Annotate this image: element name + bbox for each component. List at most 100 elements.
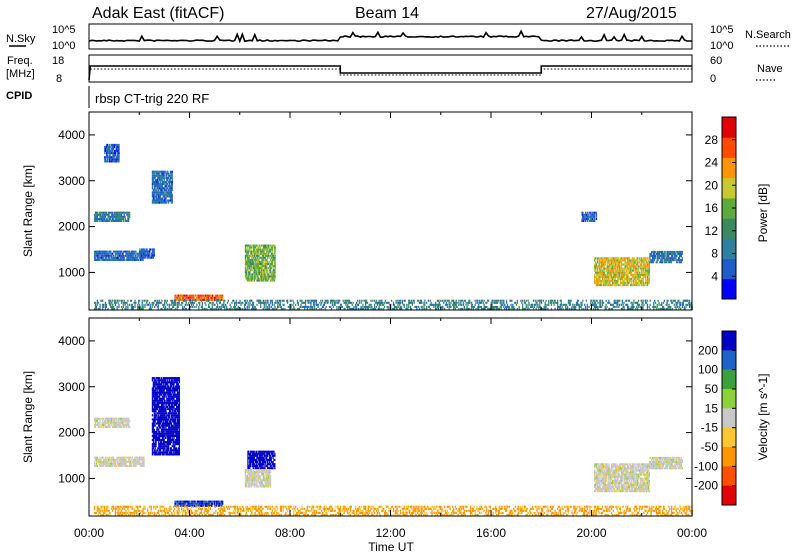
velocity-cell (344, 505, 346, 508)
power-cell (621, 267, 624, 270)
power-cell (676, 261, 678, 264)
power-cell (235, 307, 238, 310)
power-cell (159, 193, 161, 196)
power-cell (662, 255, 664, 258)
velocity-cell (237, 513, 239, 516)
velocity-cell (356, 513, 358, 516)
power-cell (649, 307, 651, 310)
power-cell (487, 299, 490, 302)
velocity-cell (245, 509, 247, 512)
power-cell (159, 176, 161, 179)
power-cell (665, 307, 667, 310)
power-cell (366, 305, 369, 308)
power-cell (678, 307, 680, 310)
power-cell (612, 257, 614, 260)
power-cell (557, 305, 560, 308)
power-cell (630, 301, 632, 304)
power-cell (106, 258, 108, 261)
power-cell (393, 307, 395, 310)
velocity-cell (370, 507, 372, 510)
power-cell (594, 265, 596, 268)
power-cell (475, 301, 477, 304)
power-cell (603, 261, 606, 264)
velocity-cell (386, 511, 388, 514)
power-cell (410, 301, 413, 304)
power-cell (143, 250, 145, 253)
power-cell (614, 269, 616, 272)
power-cell (245, 271, 247, 274)
power-cell (597, 257, 599, 260)
power-cell (642, 261, 644, 264)
power-cell (378, 307, 380, 310)
velocity-cell (153, 513, 155, 516)
velocity-cell (187, 502, 190, 505)
power-cell (446, 305, 448, 308)
power-cell (156, 305, 159, 308)
power-cell (411, 303, 413, 306)
power-cell (126, 258, 128, 261)
power-cell (259, 279, 261, 282)
power-cell (220, 307, 222, 310)
velocity-data (94, 377, 693, 516)
velocity-cell (176, 511, 178, 514)
power-cell (630, 282, 633, 285)
velocity-cell (232, 511, 234, 514)
power-cell (104, 152, 106, 155)
power-cell (663, 252, 665, 255)
power-cell (160, 185, 163, 188)
power-cell (664, 255, 666, 258)
power-cell (107, 152, 109, 155)
power-cell (668, 259, 670, 262)
power-cell (642, 280, 644, 283)
power-cell (235, 303, 238, 306)
power-cell (602, 273, 604, 276)
velocity-cell (219, 502, 221, 505)
power-cell (155, 183, 157, 186)
velocity-cell (98, 511, 100, 514)
power-cell (115, 215, 117, 218)
power-cell (613, 299, 615, 302)
power-cell (601, 273, 603, 276)
power-cell (678, 259, 681, 262)
power-cell (463, 307, 465, 310)
power-cell (249, 265, 251, 268)
power-cell (113, 258, 116, 261)
power-cell (104, 158, 106, 161)
power-cell (159, 172, 161, 175)
power-cell (193, 296, 195, 299)
power-cell (111, 152, 113, 155)
power-cell (674, 305, 676, 308)
power-cell (182, 301, 184, 304)
power-cell (131, 250, 133, 253)
power-cell (603, 282, 606, 285)
velocity-cell (102, 505, 104, 508)
velocity-cell (194, 502, 196, 505)
power-cell (110, 158, 112, 161)
power-cell (296, 301, 299, 304)
power-cell (270, 267, 273, 270)
power-cell (313, 301, 316, 304)
power-cell (643, 299, 645, 302)
power-cell (94, 307, 97, 310)
power-cell (128, 219, 130, 222)
power-cell (403, 299, 405, 302)
power-cell (169, 187, 172, 190)
power-cell (108, 152, 110, 155)
power-cell (379, 301, 381, 304)
velocity-cell (117, 509, 119, 512)
power-cell (606, 263, 608, 266)
power-cell (673, 250, 675, 253)
power-cell (632, 282, 634, 285)
velocity-cell (234, 505, 237, 508)
power-cell (589, 211, 591, 214)
velocity-cell (339, 505, 342, 508)
power-cell (257, 277, 259, 280)
velocity-cell (100, 505, 102, 508)
velocity-cell (319, 511, 321, 514)
power-cell (179, 296, 182, 299)
power-cell (117, 152, 119, 155)
power-cell (260, 252, 263, 255)
power-cell (144, 256, 146, 259)
power-cell (149, 252, 151, 255)
power-cell (128, 256, 130, 259)
